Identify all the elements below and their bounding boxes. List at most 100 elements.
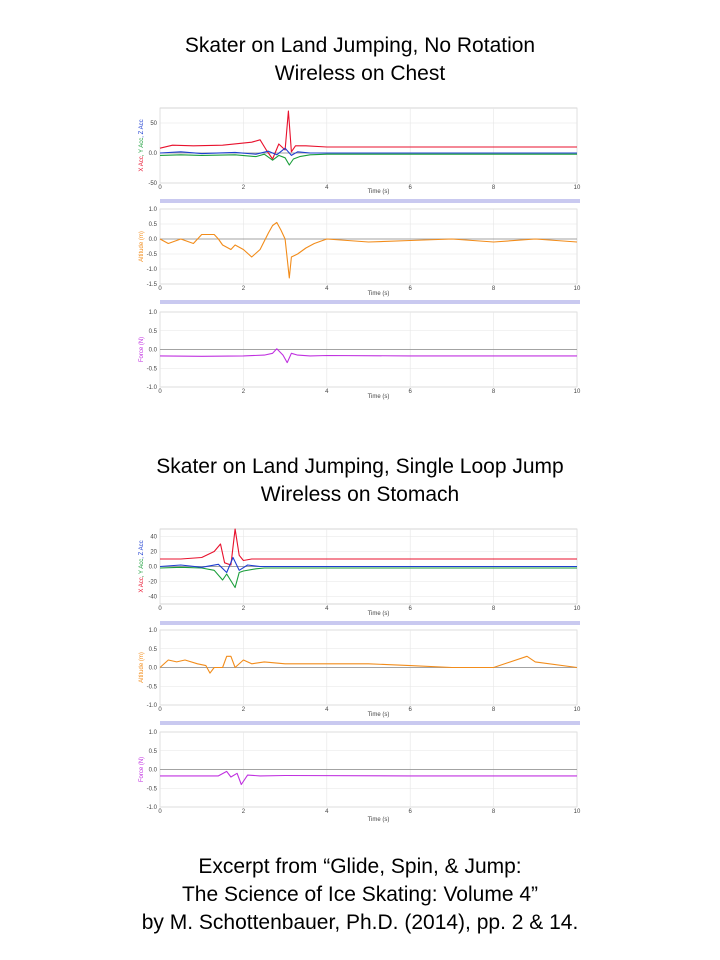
panel-separator [160,199,580,203]
figure2-title-line2: Wireless on Stomach [260,483,460,506]
y-tick-label: 0.0 [149,768,158,774]
x-tick-label: 6 [409,389,413,395]
x-tick-label: 0 [158,185,162,191]
x-tick-label: 2 [242,185,246,191]
figure2-title-line1: Skater on Land Jumping, Single Loop Jump [156,455,564,478]
y-tick-label: 1.0 [149,207,158,213]
series-line-y-acc [159,153,577,166]
x-tick-label: 10 [574,286,581,292]
figure1-title-line1: Skater on Land Jumping, No Rotation [184,34,536,57]
x-tick-label: 2 [242,606,246,612]
series-line-force [159,348,577,364]
caption-line1: Excerpt from “Glide, Spin, & Jump: [198,855,522,878]
y-axis-label-part: X Acc [139,156,145,171]
fig1-altitude-plot-area [159,208,578,285]
y-axis-label: X Acc, Y Acc, Z Acc [139,119,145,171]
x-tick-label: 4 [325,707,329,713]
fig1-acceleration-panel: 0 2 4 6 8 10 -50 0.0 50 Time (s) X Acc, Y Acc, Z A… [139,107,581,203]
y-tick-label: -50 [148,181,157,187]
fig1-altitude-panel: 0 2 4 6 8 10 -1.5 -1.0 -0.5 0.0 0.5 1.0 Time (s) Alti… [139,207,581,304]
x-tick-label: 4 [325,389,329,395]
x-axis-label: Time (s) [368,189,390,195]
y-tick-label: 0.0 [149,565,158,571]
fig1-force-panel: 0 2 4 6 8 10 -1.0 -0.5 0.0 0.5 1.0 Time (s) Force (N… [139,310,581,400]
caption-line3: by M. Schottenbauer, Ph.D. (2014), pp. 2… [141,911,579,934]
y-tick-label: -0.5 [147,786,158,792]
x-tick-label: 4 [325,185,329,191]
y-tick-label: 40 [150,535,157,541]
y-tick-label: -20 [148,580,157,586]
y-axis-label-part: , Y Acc [139,559,145,577]
x-tick-label: 2 [242,707,246,713]
x-tick-label: 8 [492,809,496,815]
y-axis-label-part: , Z Acc [139,540,145,558]
y-tick-label: 20 [150,550,157,556]
y-tick-label: -40 [148,595,157,601]
y-tick-label: 1.0 [149,628,158,634]
x-tick-label: 6 [409,286,413,292]
x-tick-label: 2 [242,389,246,395]
y-axis-label: Force (N) [139,337,145,362]
x-axis-label: Time (s) [368,712,390,718]
y-tick-label: 50 [150,121,157,127]
y-axis-label-part: X Acc [139,577,145,592]
series-line-y-acc [159,566,577,589]
y-tick-label: -0.5 [147,252,158,258]
y-tick-label: 0.0 [149,348,158,354]
x-tick-label: 6 [409,707,413,713]
y-axis-label: Altitude (m) [139,652,145,683]
x-tick-label: 8 [492,606,496,612]
y-tick-label: -1.0 [147,385,158,391]
y-tick-label: 0.5 [149,329,158,335]
y-axis-label-part: , Z Acc [139,119,145,137]
x-tick-label: 10 [574,707,581,713]
figure1-title-line2: Wireless on Chest [274,62,446,85]
x-tick-label: 4 [325,809,329,815]
series-line-altitude [159,655,578,674]
x-tick-label: 0 [158,286,162,292]
caption-line2: The Science of Ice Skating: Volume 4” [181,883,539,906]
series-line-x-acc [160,528,577,566]
y-tick-label: -1.0 [147,805,158,811]
y-axis-label: Altitude (m) [139,231,145,262]
x-tick-label: 8 [492,389,496,395]
x-tick-label: 8 [492,185,496,191]
panel-separator [160,721,580,725]
x-tick-label: 2 [242,286,246,292]
x-tick-label: 0 [158,707,162,713]
x-tick-label: 10 [574,185,581,191]
y-tick-label: 0.5 [149,749,158,755]
fig1-acceleration-plot-area [159,107,578,184]
x-tick-label: 6 [409,185,413,191]
x-axis-label: Time (s) [368,291,390,297]
y-tick-label: 0.5 [149,647,158,653]
fig2-acceleration-panel: 0 2 4 6 8 10 -40 -20 0.0 20 40 Time (s) X Acc, Y Acc… [139,528,581,625]
x-tick-label: 10 [574,809,581,815]
series-line-z-acc [159,147,577,156]
y-tick-label: 0.0 [149,151,158,157]
x-axis-label: Time (s) [368,611,390,617]
y-tick-label: -0.5 [147,684,158,690]
y-tick-label: -1.0 [147,703,158,709]
y-tick-label: -1.5 [147,282,158,288]
x-tick-label: 10 [574,606,581,612]
x-tick-label: 8 [492,707,496,713]
y-tick-label: 0.0 [149,666,158,672]
panel-separator [160,621,580,625]
x-axis-label: Time (s) [368,817,390,823]
x-tick-label: 6 [409,606,413,612]
x-tick-label: 4 [325,286,329,292]
series-line-x-acc [159,110,577,160]
y-tick-label: 1.0 [149,310,158,316]
series-line-force [160,770,577,786]
y-axis-label: Force (N) [139,757,145,782]
x-tick-label: 8 [492,286,496,292]
fig2-force-panel: 0 2 4 6 8 10 -1.0 -0.5 0.0 0.5 1.0 Time (s) Force (N… [139,730,581,823]
series-line-altitude [159,221,578,279]
y-tick-label: -1.0 [147,267,158,273]
x-tick-label: 0 [158,606,162,612]
y-axis-label-part: , Y Acc [139,138,145,156]
y-axis-label: X Acc, Y Acc, Z Acc [139,540,145,592]
x-axis-label: Time (s) [368,394,390,400]
